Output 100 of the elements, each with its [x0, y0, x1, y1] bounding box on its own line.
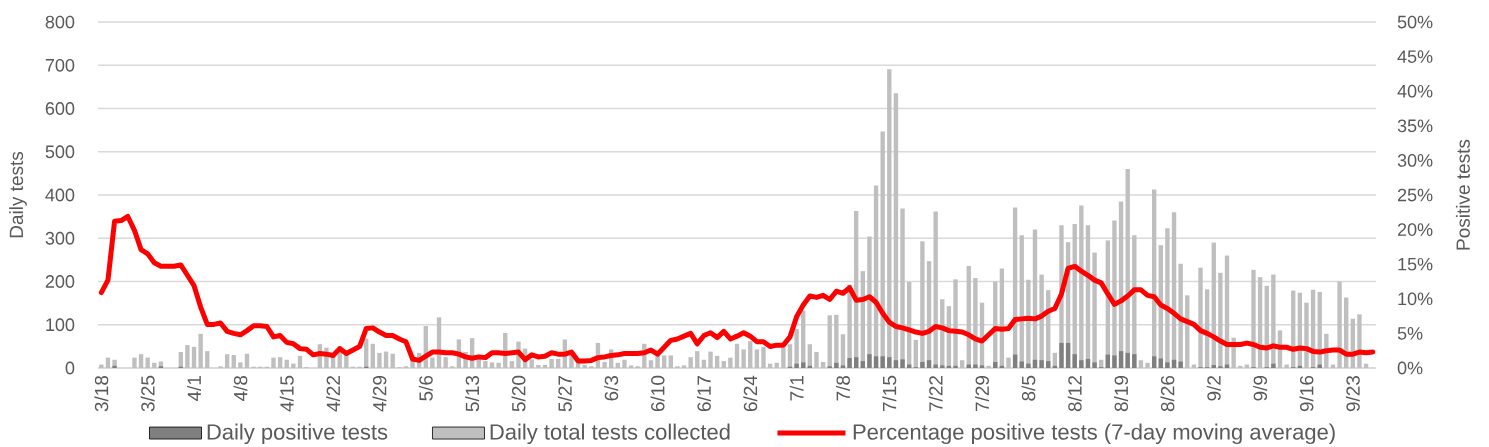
bar — [688, 357, 693, 368]
bar — [721, 361, 726, 368]
bar — [1039, 360, 1044, 368]
bar — [873, 356, 879, 368]
bar — [205, 351, 210, 368]
bar — [483, 361, 488, 368]
bar — [430, 357, 435, 368]
bar — [390, 353, 395, 368]
x-tick-label: 3/25 — [140, 375, 155, 412]
bar — [1132, 354, 1137, 368]
bar — [827, 315, 832, 368]
bar — [443, 357, 448, 368]
x-tick-label: 9/16 — [1299, 375, 1314, 412]
x-tick-label: 7/8 — [835, 375, 850, 401]
x-tick-label: 5/6 — [418, 375, 433, 401]
bar — [1138, 360, 1144, 368]
x-tick-label: 7/29 — [975, 375, 989, 412]
bar — [185, 345, 190, 368]
bar — [542, 364, 548, 368]
bar — [549, 358, 554, 368]
x-tick-label: 8/5 — [1021, 375, 1036, 401]
bar — [1065, 342, 1071, 368]
bar — [509, 361, 515, 368]
bar — [99, 364, 104, 368]
bar — [986, 365, 991, 368]
x-tick-label: 4/22 — [326, 376, 341, 412]
bar — [748, 341, 753, 368]
legend-label: Percentage positive tests (7-day moving average) — [853, 423, 1335, 445]
bar — [1198, 267, 1203, 368]
y2-tick-label: 0% — [1397, 361, 1423, 375]
x-tick-label: 5/27 — [557, 376, 572, 412]
x-tick-label: 8/19 — [1114, 375, 1129, 412]
bar — [231, 355, 236, 368]
bar — [1151, 356, 1157, 368]
bar — [364, 338, 369, 368]
bar — [291, 363, 296, 368]
y2-tick-label: 40% — [1397, 84, 1433, 98]
bar — [854, 357, 859, 368]
bar — [708, 351, 713, 368]
y-tick-label: 0 — [65, 361, 75, 375]
y-tick-label: 700 — [45, 58, 75, 72]
bar — [1059, 342, 1064, 368]
bar — [847, 358, 852, 368]
y-axis-title: Daily tests — [9, 151, 27, 238]
bar — [661, 355, 667, 368]
y2-tick-label: 10% — [1398, 292, 1433, 306]
bar — [582, 364, 587, 368]
bar — [377, 352, 382, 368]
bar — [920, 361, 925, 368]
bar — [741, 349, 746, 368]
bar — [1178, 361, 1183, 368]
bar — [132, 357, 137, 368]
bar — [536, 364, 541, 368]
legend-label: Daily positive tests — [207, 423, 388, 445]
bar — [900, 359, 905, 368]
bar — [112, 365, 117, 368]
bar — [933, 211, 938, 368]
bar — [761, 346, 766, 368]
bar — [1085, 358, 1091, 368]
bar — [926, 360, 932, 368]
bar — [993, 361, 998, 368]
x-tick-label: 6/10 — [650, 375, 665, 412]
x-tick-label: 3/18 — [94, 375, 109, 412]
bar — [1079, 360, 1084, 368]
y-tick-label: 600 — [45, 102, 75, 115]
bar — [1284, 364, 1289, 368]
bar — [529, 359, 534, 368]
bar — [734, 343, 740, 368]
bar — [794, 363, 799, 368]
x-tick-label: 9/9 — [1253, 375, 1268, 401]
x-tick-label: 9/2 — [1206, 376, 1221, 401]
bar — [953, 365, 958, 368]
bar — [973, 278, 978, 368]
bar — [1158, 358, 1163, 368]
bar — [695, 351, 700, 368]
bar — [1112, 355, 1117, 368]
y2-tick-label: 20% — [1397, 223, 1433, 236]
x-tick-label: 4/1 — [187, 376, 202, 402]
y-tick-label: 500 — [45, 145, 75, 159]
y2-axis-title: Positive tests — [1455, 139, 1470, 250]
bar — [1072, 354, 1077, 368]
bar — [1357, 314, 1362, 368]
y2-tick-label: 15% — [1398, 257, 1433, 271]
x-tick-label: 7/1 — [789, 376, 804, 401]
bar — [781, 347, 786, 368]
bar — [277, 357, 283, 368]
bar — [940, 365, 945, 368]
bar — [648, 360, 654, 368]
bar — [1145, 362, 1150, 368]
bar — [953, 279, 958, 368]
bar — [887, 357, 892, 368]
bar — [1006, 357, 1011, 368]
bar — [238, 362, 243, 368]
bar — [628, 365, 634, 368]
x-tick-label: 8/26 — [1160, 375, 1175, 412]
bar — [1337, 281, 1342, 368]
bar — [860, 361, 866, 368]
bar — [867, 354, 872, 368]
bar — [1125, 352, 1130, 368]
x-tick-label: 4/29 — [372, 375, 387, 412]
